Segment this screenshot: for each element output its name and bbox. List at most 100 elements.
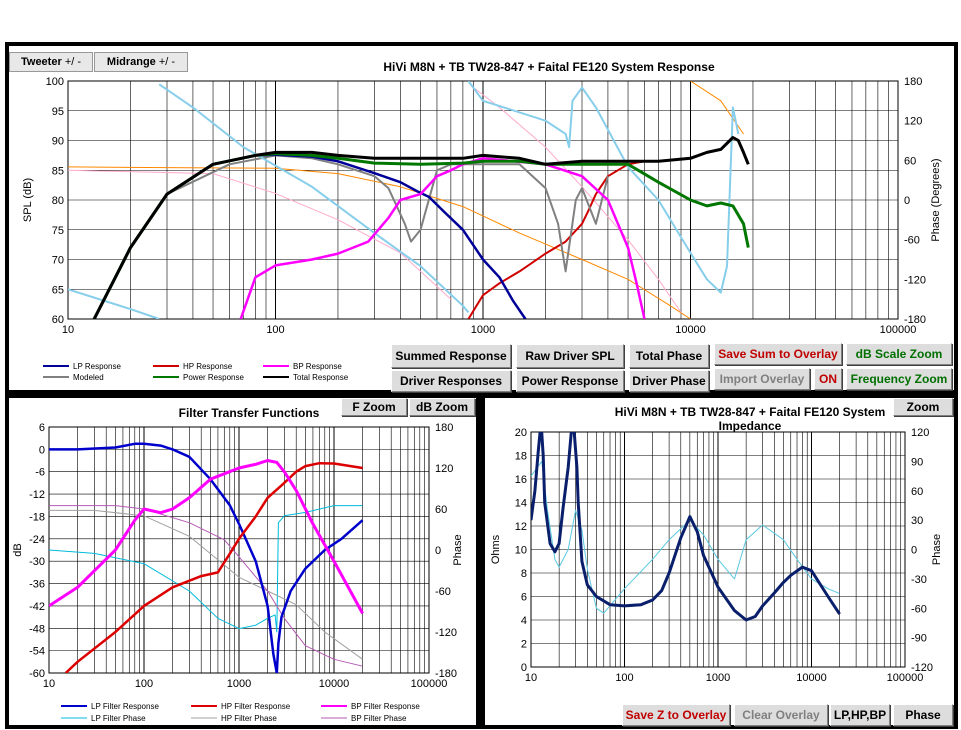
y-tick-label: 20 <box>515 427 527 439</box>
tab-midrange-adjust: +/ - <box>158 56 176 68</box>
y2-tick-label: 120 <box>435 463 453 475</box>
y2-tick-label: -30 <box>911 574 927 586</box>
y-tick-label: 12 <box>515 521 527 533</box>
series-total-response <box>92 136 750 319</box>
y-tick-label: 95 <box>52 106 64 118</box>
total-phase-button[interactable]: Total Phase <box>629 344 709 368</box>
legend-label: LP Filter Phase <box>91 714 146 723</box>
y-axis-label: SPL (dB) <box>22 178 34 222</box>
impedance-zoom-button[interactable]: Zoom <box>893 398 953 416</box>
system-response-area <box>9 46 954 390</box>
y2-tick-label: -180 <box>435 668 457 680</box>
legend-label: LP Response <box>73 362 121 371</box>
tab-midrange[interactable]: Midrange +/ - <box>94 52 188 72</box>
legend-label: HP Response <box>183 362 233 371</box>
raw-driver-spl-button[interactable]: Raw Driver SPL <box>516 344 624 368</box>
frequency-zoom-button[interactable]: Frequency Zoom <box>846 368 952 390</box>
db-scale-zoom-button[interactable]: dB Scale Zoom <box>846 343 952 365</box>
driver-responses-button[interactable]: Driver Responses <box>391 370 511 392</box>
y2-tick-label: -120 <box>904 274 926 286</box>
lp-hp-bp-button[interactable]: LP,HP,BP <box>830 704 890 726</box>
legend-label: HP Filter Phase <box>221 714 277 723</box>
chart-title: HiVi M8N + TB TW28-847 + Faital FE120 Sy… <box>615 405 886 419</box>
y2-axis-label: Phase (Degrees) <box>930 158 942 241</box>
import-overlay-button[interactable]: Import Overlay <box>714 368 810 390</box>
y2-tick-label: 60 <box>435 504 447 516</box>
power-response-button[interactable]: Power Response <box>516 370 624 392</box>
y-tick-label: -18 <box>29 511 45 523</box>
summed-response-button[interactable]: Summed Response <box>391 344 511 368</box>
x-tick-label: 1000 <box>706 672 730 684</box>
driver-phase-button[interactable]: Driver Phase <box>629 370 709 392</box>
legend-label: HP Filter Response <box>221 702 291 711</box>
y-axis-label: Ohms <box>490 534 502 564</box>
plot-frame <box>530 431 906 668</box>
y2-tick-label: -60 <box>904 235 920 247</box>
tab-midrange-label: Midrange <box>106 56 156 68</box>
x-tick-label: 100000 <box>411 678 448 690</box>
y2-tick-label: 0 <box>904 195 910 207</box>
legend-label: BP Filter Response <box>351 702 420 711</box>
x-tick-label: 1000 <box>471 324 495 336</box>
x-tick-label: 10000 <box>319 678 350 690</box>
x-tick-label: 100000 <box>887 672 924 684</box>
x-tick-label: 10000 <box>796 672 827 684</box>
y-tick-label: -60 <box>29 668 45 680</box>
chart-subtitle: Impedance <box>719 419 782 433</box>
y-tick-label: 18 <box>515 451 527 463</box>
legend-label: Modeled <box>73 373 104 382</box>
y2-axis-label: Phase <box>452 534 464 565</box>
legend-label: BP Response <box>293 362 342 371</box>
y-tick-label: 0 <box>39 444 45 456</box>
series-tweeter-phase <box>68 81 740 319</box>
y-tick-label: 10 <box>515 545 527 557</box>
legend-label: Power Response <box>183 373 244 382</box>
y-tick-label: 100 <box>46 76 64 88</box>
legend-label: Total Response <box>293 373 349 382</box>
y-tick-label: -48 <box>29 623 45 635</box>
tab-tweeter-adjust: +/ - <box>64 56 82 68</box>
series-hp-response <box>467 160 645 319</box>
chart-title: Filter Transfer Functions <box>179 406 320 420</box>
y-tick-label: 14 <box>515 498 527 510</box>
x-tick-label: 10000 <box>675 324 706 336</box>
clear-overlay-button[interactable]: Clear Overlay <box>734 704 828 726</box>
y2-tick-label: 90 <box>911 456 923 468</box>
y2-tick-label: 60 <box>911 486 923 498</box>
plot-frame <box>67 80 899 320</box>
y-tick-label: -24 <box>29 534 45 546</box>
x-tick-label: 1000 <box>227 678 251 690</box>
y2-tick-label: -90 <box>911 633 927 645</box>
y-tick-label: 0 <box>521 662 527 674</box>
y-tick-label: 85 <box>52 165 64 177</box>
y2-tick-label: -180 <box>904 314 926 326</box>
chart-title: HiVi M8N + TB TW28-847 + Faital FE120 Sy… <box>383 60 715 74</box>
series-modeled <box>166 154 609 273</box>
f-zoom-button[interactable]: F Zoom <box>341 398 407 416</box>
x-tick-label: 100000 <box>880 324 917 336</box>
legend-label: BP Filter Phase <box>351 714 407 723</box>
db-zoom-button[interactable]: dB Zoom <box>409 398 475 416</box>
overlay-on-toggle[interactable]: ON <box>814 368 842 390</box>
tab-tweeter[interactable]: Tweeter +/ - <box>9 52 93 72</box>
y-tick-label: -30 <box>29 556 45 568</box>
y2-tick-label: 180 <box>904 76 922 88</box>
y-tick-label: -6 <box>35 467 45 479</box>
save-sum-overlay-button[interactable]: Save Sum to Overlay <box>714 343 842 365</box>
phase-button[interactable]: Phase <box>893 704 953 726</box>
y2-tick-label: -60 <box>911 603 927 615</box>
y2-tick-label: 0 <box>435 545 441 557</box>
x-tick-label: 10 <box>525 672 537 684</box>
series-mid-phase <box>68 87 682 313</box>
y2-axis-label: Phase <box>931 534 943 565</box>
y-tick-label: -36 <box>29 579 45 591</box>
series-impedance-phase <box>531 460 840 614</box>
save-z-overlay-button[interactable]: Save Z to Overlay <box>622 704 730 726</box>
y2-tick-label: 120 <box>911 427 929 439</box>
filter-transfer-chart: 10 100 1000 10000 100000-60-54-48-42-36-30-2… <box>12 406 464 723</box>
series-lp-response <box>92 153 527 319</box>
x-tick-label: 10 <box>62 324 74 336</box>
y2-tick-label: -60 <box>435 586 451 598</box>
legend-label: LP Filter Response <box>91 702 159 711</box>
series-bp-response <box>239 157 646 319</box>
